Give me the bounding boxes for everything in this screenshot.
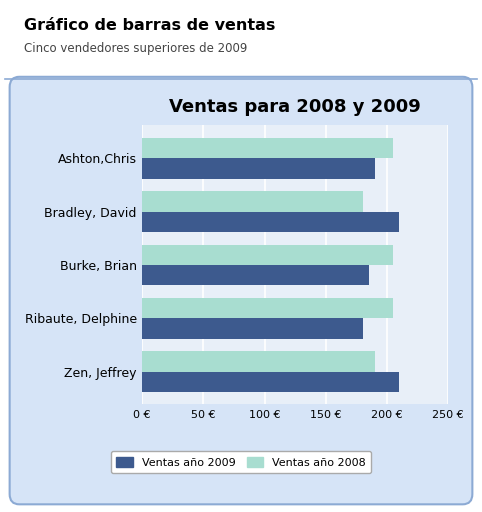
Text: Cinco vendedores superiores de 2009: Cinco vendedores superiores de 2009 [24,42,247,55]
Title: Ventas para 2008 y 2009: Ventas para 2008 y 2009 [169,98,421,116]
Bar [142,211,399,232]
Bar [142,351,375,372]
FancyBboxPatch shape [10,77,472,504]
Bar [142,265,369,285]
Text: Gráfico de barras de ventas: Gráfico de barras de ventas [24,18,276,33]
Bar [5,5,477,82]
Bar [142,191,362,211]
Bar [142,372,399,392]
Bar [142,245,393,265]
Legend: Ventas año 2009, Ventas año 2008: Ventas año 2009, Ventas año 2008 [110,451,372,473]
Bar [142,138,393,158]
Bar [142,298,393,318]
Bar [142,158,375,179]
Bar [142,318,362,338]
